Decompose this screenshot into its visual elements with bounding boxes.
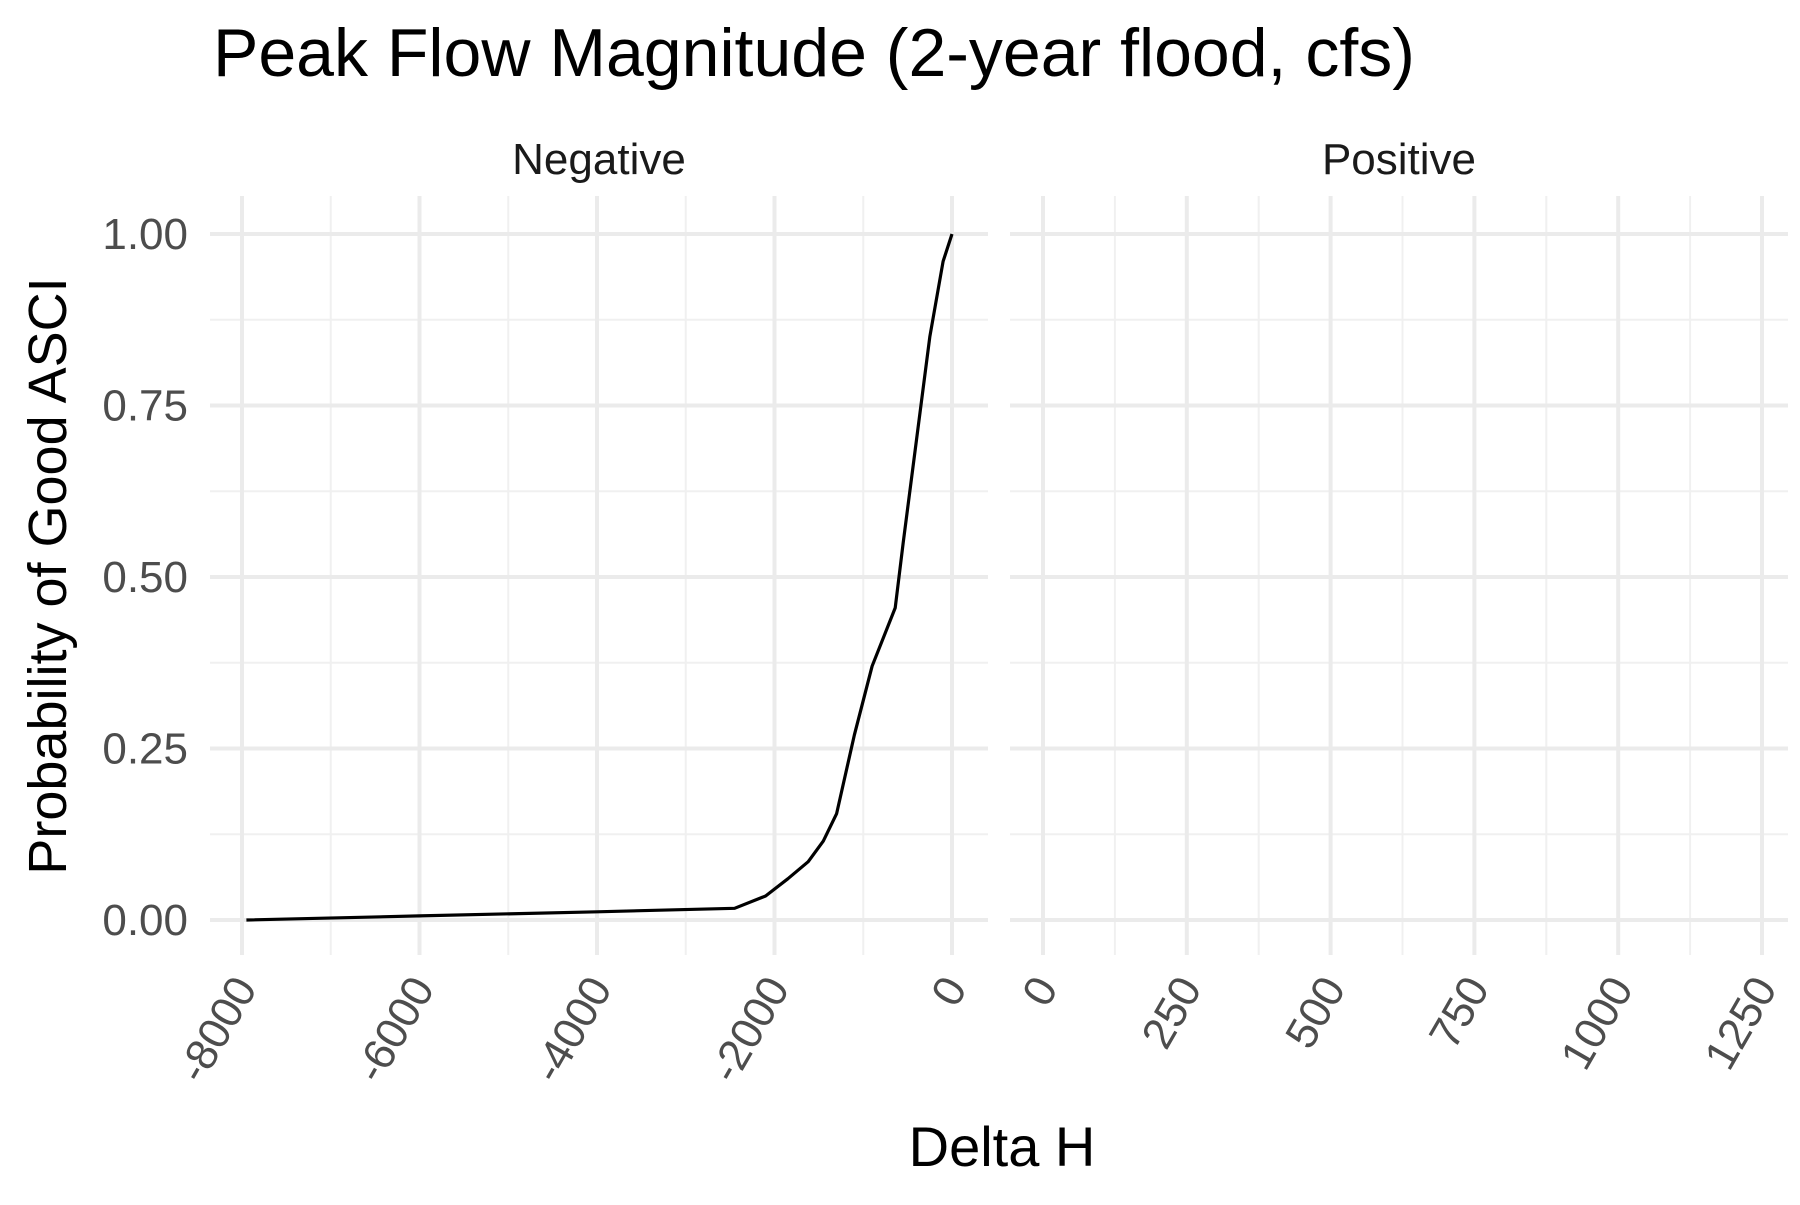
x-tick-label: 0 [1013, 969, 1068, 1015]
panels-layer: 0.00 0.25 0.50 0.75 1.00 Negative -8000 -6000 -4… [102, 135, 1788, 1090]
y-tick-label: 0.75 [102, 382, 188, 431]
x-tick-label: 500 [1276, 969, 1355, 1057]
facet-label-positive: Positive [1322, 135, 1476, 184]
x-tick-label: -6000 [345, 969, 444, 1091]
y-tick-label: 0.00 [102, 896, 188, 945]
facet-label-negative: Negative [512, 135, 686, 184]
x-tick-label: 0 [922, 969, 977, 1015]
y-tick-label: 0.25 [102, 725, 188, 774]
panel-positive: Positive 0 250 500 750 1000 1250 [1010, 135, 1788, 1078]
x-tick-label: 1000 [1551, 969, 1642, 1078]
x-axis-label: Delta H [909, 1115, 1096, 1178]
x-tick-label: 250 [1132, 969, 1211, 1057]
y-axis-label: Probability of Good ASCI [18, 277, 78, 874]
x-tick-label: -4000 [523, 969, 622, 1091]
x-tick-label: 750 [1420, 969, 1499, 1057]
series-line [246, 233, 954, 922]
x-tick-label: 1250 [1695, 969, 1786, 1078]
x-tick-label: -8000 [168, 969, 267, 1091]
y-tick-label: 1.00 [102, 210, 188, 259]
x-tick-label: -2000 [700, 969, 799, 1091]
y-tick-label: 0.50 [102, 553, 188, 602]
chart-title: Peak Flow Magnitude (2-year flood, cfs) [213, 15, 1415, 91]
panel-negative: Negative -8000 -6000 -4000 -2000 0 [168, 135, 988, 1090]
